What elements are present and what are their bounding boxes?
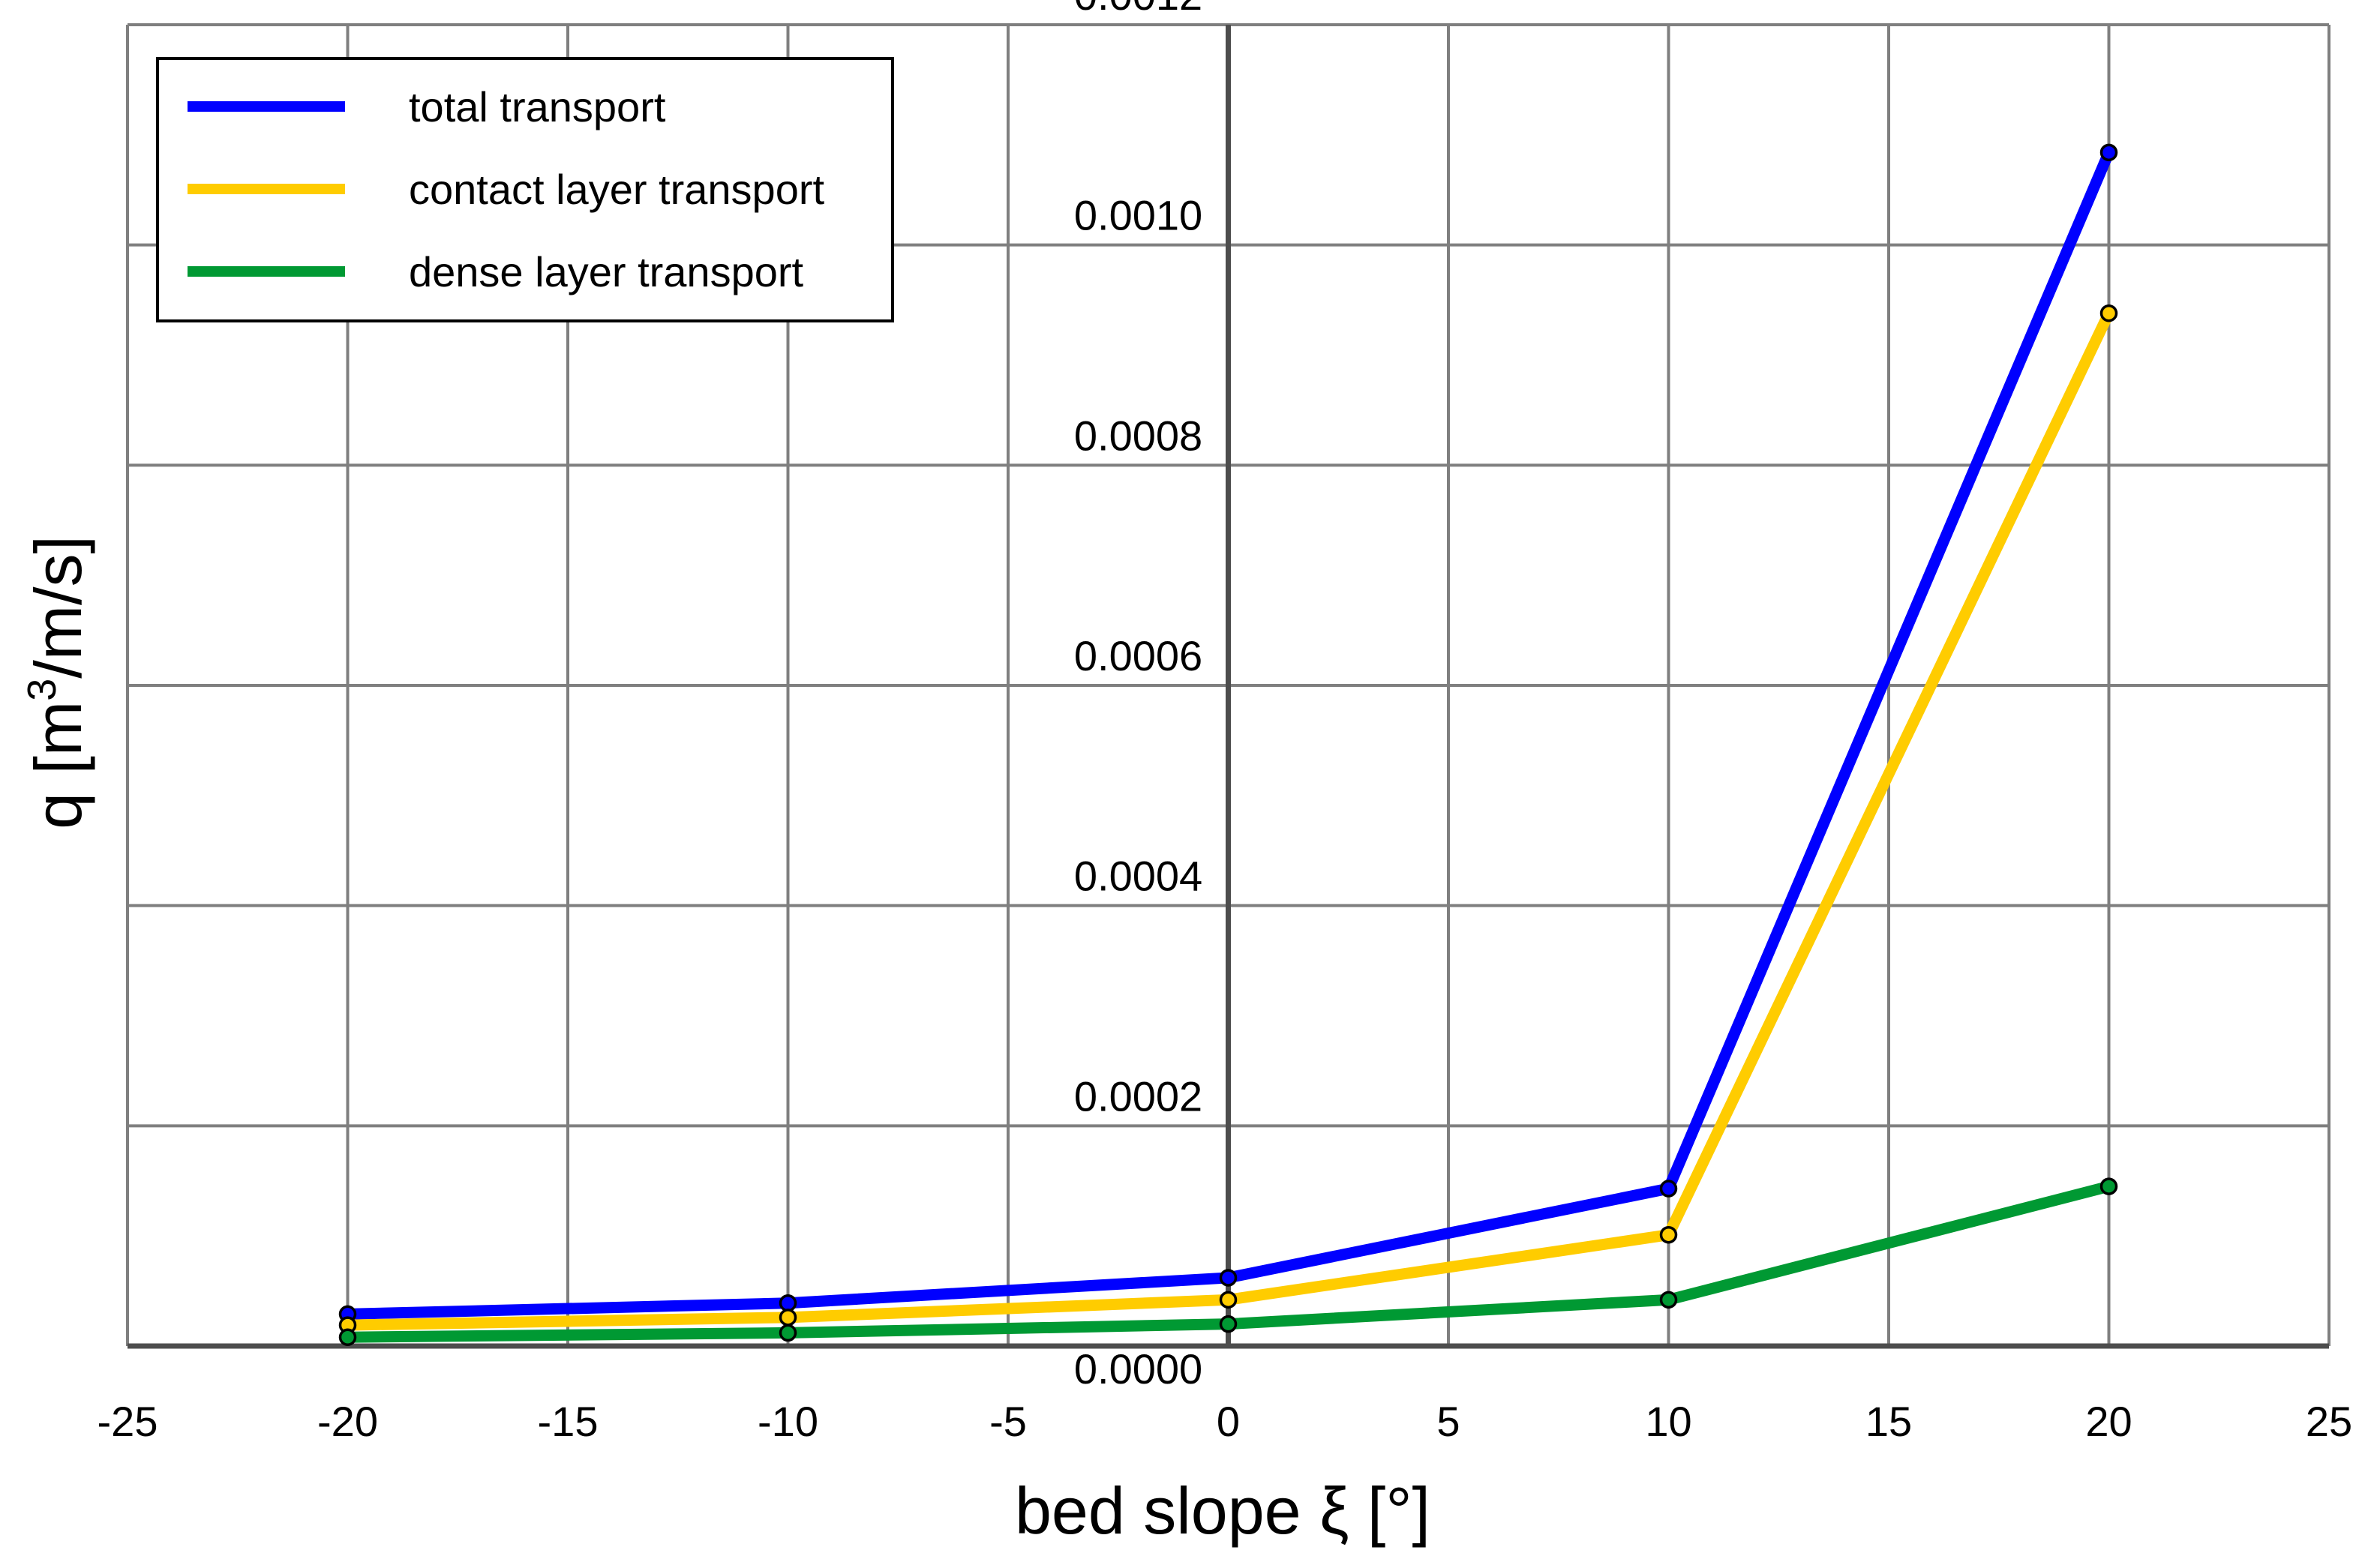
data-point-contact-layer-transport xyxy=(1659,1225,1678,1244)
data-point-total-transport xyxy=(2099,143,2118,162)
y-tick-label: 0.0008 xyxy=(1074,412,1202,459)
x-tick-label: 15 xyxy=(1865,1398,1912,1445)
x-tick-label: 5 xyxy=(1436,1398,1460,1445)
x-axis-title: bed slope ξ [°] xyxy=(1015,1474,1430,1548)
tick-labels: -25 -20 -15 -10 -5 0 5 10 15 20 25 0.0000 0.0002 0.00… xyxy=(98,0,2353,1445)
legend-label-contact-layer-transport: contact layer transport xyxy=(409,166,824,213)
y-tick-label: 0.0012 xyxy=(1074,0,1202,19)
data-point-contact-layer-transport xyxy=(2099,304,2118,322)
y-axis-title-superscript: 3 xyxy=(20,679,65,701)
x-tick-label: -15 xyxy=(538,1398,599,1445)
x-tick-label: -5 xyxy=(989,1398,1027,1445)
legend-label-total-transport: total transport xyxy=(409,83,666,130)
data-point-dense-layer-transport xyxy=(779,1324,797,1342)
x-tick-label: -25 xyxy=(98,1398,158,1445)
data-point-contact-layer-transport xyxy=(1219,1291,1238,1309)
data-point-dense-layer-transport xyxy=(2099,1177,2118,1195)
y-tick-label: 0.0006 xyxy=(1074,632,1202,679)
y-tick-label: 0.0002 xyxy=(1074,1072,1202,1120)
data-point-total-transport xyxy=(779,1294,797,1312)
legend-label-dense-layer-transport: dense layer transport xyxy=(409,248,804,295)
y-axis-title-tail: /m/s] xyxy=(21,535,95,679)
x-tick-label: 10 xyxy=(1645,1398,1691,1445)
x-tick-label: 0 xyxy=(1217,1398,1240,1445)
y-tick-label: 0.0000 xyxy=(1074,1345,1202,1393)
y-tick-label: 0.0010 xyxy=(1074,192,1202,239)
x-tick-label: -10 xyxy=(758,1398,818,1445)
data-point-dense-layer-transport xyxy=(338,1328,357,1347)
y-axis-title: q [m3/m/s] xyxy=(20,535,95,829)
x-tick-label: 25 xyxy=(2306,1398,2352,1445)
x-tick-label: 20 xyxy=(2085,1398,2132,1445)
data-point-total-transport xyxy=(1219,1269,1238,1287)
data-point-dense-layer-transport xyxy=(1659,1291,1678,1309)
legend: total transport contact layer transport … xyxy=(156,57,894,322)
series xyxy=(338,143,2118,1347)
y-axis-title-main: q [m xyxy=(21,701,95,829)
data-point-total-transport xyxy=(1659,1180,1678,1198)
y-tick-label: 0.0004 xyxy=(1074,853,1202,900)
data-point-contact-layer-transport xyxy=(779,1309,797,1327)
x-tick-label: -20 xyxy=(317,1398,378,1445)
data-point-dense-layer-transport xyxy=(1219,1315,1238,1333)
